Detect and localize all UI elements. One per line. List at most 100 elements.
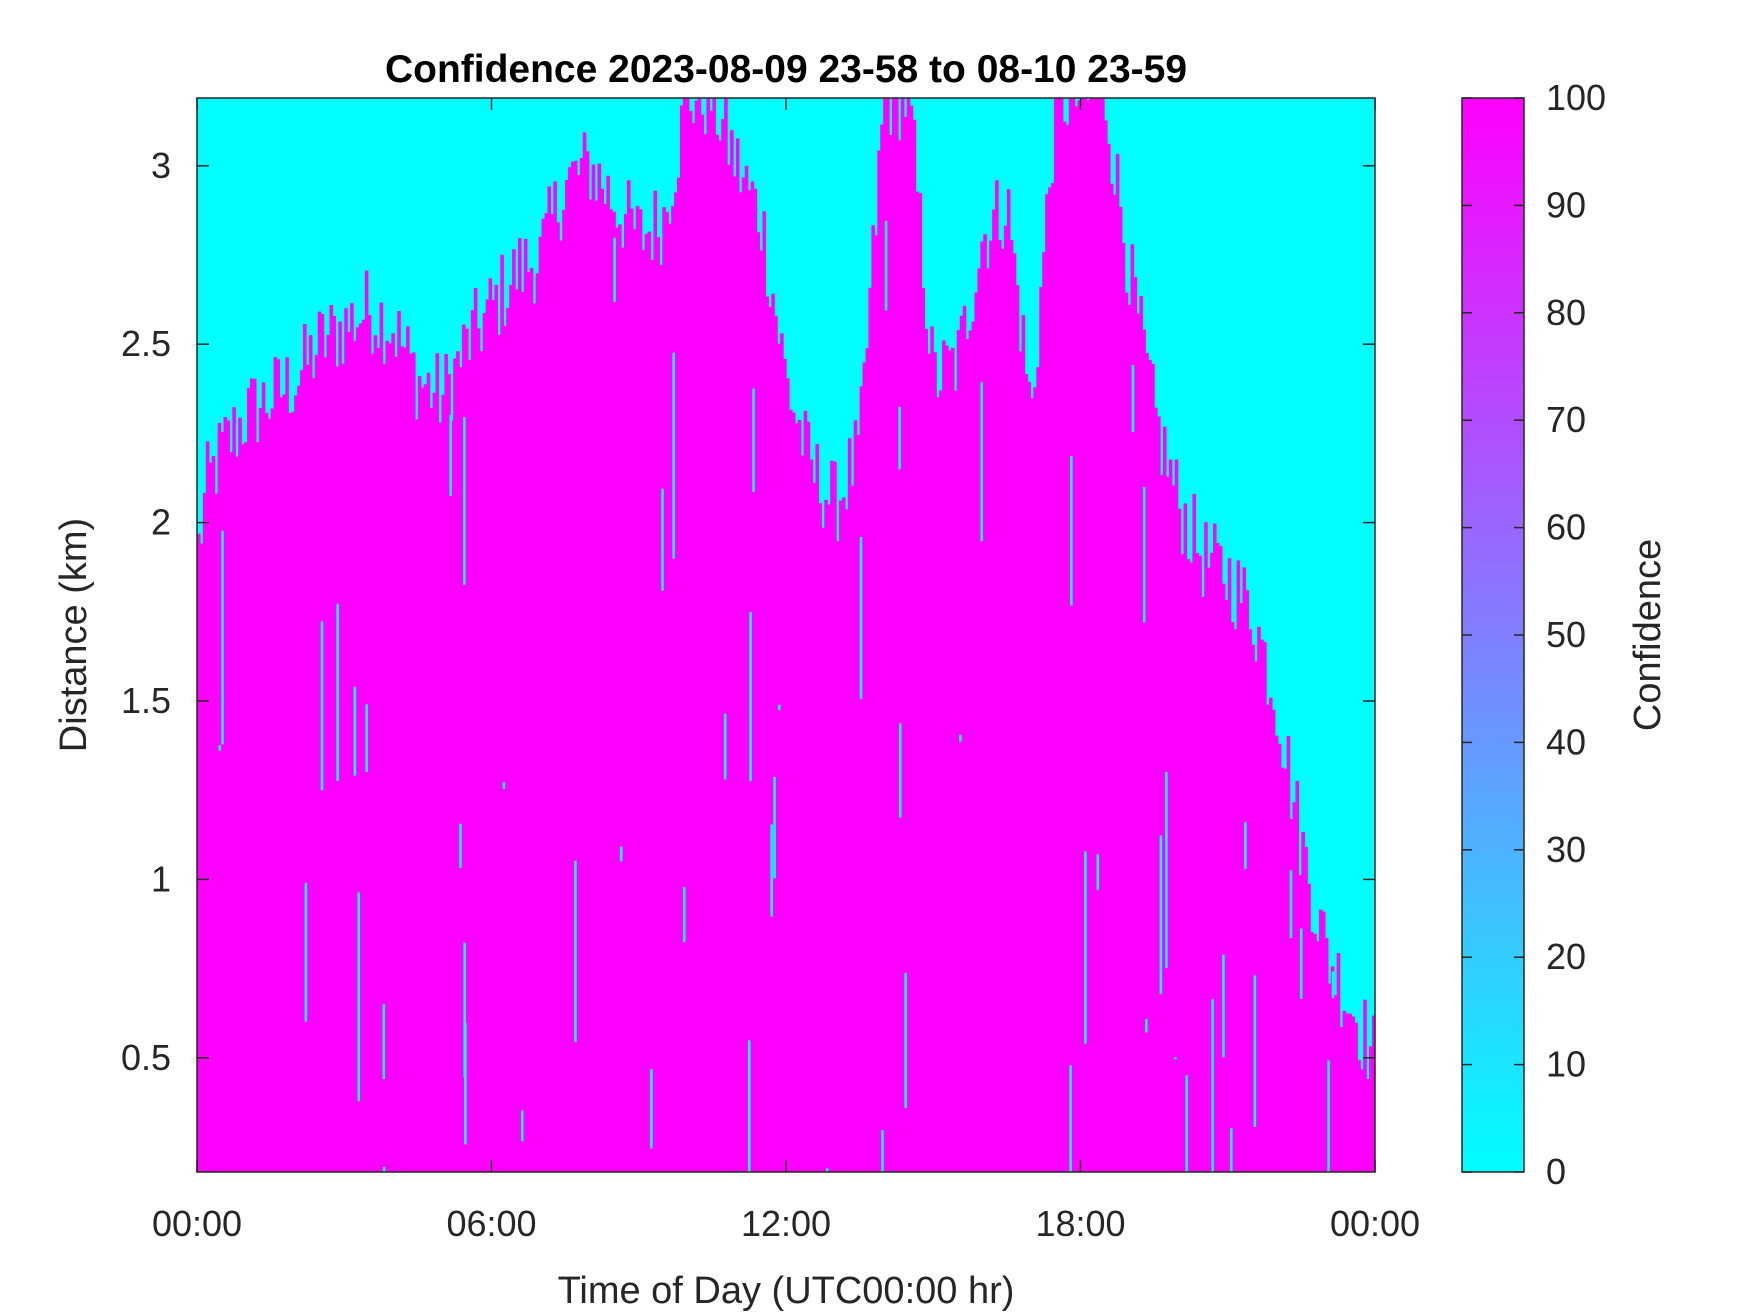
heatmap-column (818, 503, 822, 1172)
heatmap-column (771, 293, 775, 1172)
heatmap-column (526, 272, 531, 1172)
heatmap-column (261, 382, 266, 1172)
heatmap-column (892, 98, 896, 1172)
heatmap-column (506, 307, 510, 1172)
heatmap-column (1357, 1060, 1361, 1172)
heatmap-streak (682, 887, 686, 943)
heatmap-column (532, 303, 537, 1172)
heatmap-column (1333, 995, 1338, 1172)
heatmap-column (479, 351, 484, 1172)
heatmap-column (379, 302, 384, 1172)
heatmap-streak (650, 1069, 653, 1149)
heatmap-column (568, 167, 572, 1172)
heatmap-column (1286, 735, 1291, 1172)
heatmap-column (585, 151, 590, 1172)
heatmap-column (986, 268, 990, 1172)
heatmap-column (347, 332, 351, 1172)
heatmap-column (1342, 1010, 1347, 1172)
heatmap-column (1056, 98, 1061, 1172)
heatmap-column (968, 330, 973, 1172)
heatmap-column (1030, 398, 1034, 1172)
heatmap-column (836, 541, 840, 1172)
heatmap-column (1324, 938, 1329, 1172)
x-axis-label: Time of Day (UTC00:00 hr) (558, 1270, 1015, 1312)
heatmap-column (323, 357, 328, 1172)
heatmap-column (1189, 562, 1193, 1172)
heatmap-column (1148, 360, 1152, 1172)
heatmap-column (397, 311, 401, 1172)
heatmap-column (420, 387, 425, 1172)
heatmap-column (497, 334, 501, 1172)
heatmap-column (453, 358, 457, 1172)
heatmap-column (956, 330, 961, 1172)
heatmap-column (1221, 583, 1226, 1172)
heatmap-column (945, 345, 949, 1172)
heatmap-column (1077, 100, 1082, 1172)
heatmap-streak (1222, 954, 1225, 1058)
heatmap-column (238, 417, 242, 1172)
heatmap-column (252, 378, 257, 1172)
heatmap-streak (1174, 1057, 1177, 1060)
heatmap-column (765, 296, 769, 1172)
colorbar-tick-label: 40 (1546, 721, 1586, 762)
y-tick-label: 1.5 (121, 680, 171, 721)
heatmap-column (827, 504, 831, 1172)
heatmap-column (553, 181, 557, 1172)
heatmap-column (971, 321, 976, 1172)
heatmap-streak (365, 704, 368, 772)
heatmap-column (850, 485, 855, 1172)
heatmap-column (594, 200, 599, 1172)
heatmap-column (1213, 523, 1217, 1172)
heatmap-column (1263, 642, 1267, 1172)
heatmap-column (1348, 1013, 1353, 1172)
heatmap-column (735, 138, 740, 1172)
heatmap-column (482, 313, 487, 1172)
heatmap-column (1151, 363, 1155, 1172)
heatmap-column (915, 191, 920, 1172)
heatmap-column (1204, 522, 1208, 1172)
heatmap-column (1257, 626, 1261, 1172)
y-axis: 0.5 1 1.5 2 2.5 3 (121, 145, 1375, 1078)
heatmap-column (556, 222, 560, 1172)
heatmap-column (432, 392, 437, 1172)
heatmap-column (518, 238, 522, 1172)
heatmap-column (417, 376, 422, 1172)
heatmap-streak (859, 536, 863, 699)
heatmap-column (1313, 934, 1317, 1172)
heatmap-column (1071, 98, 1076, 1172)
y-tick-label: 2 (151, 502, 171, 543)
heatmap-column (394, 356, 398, 1172)
heatmap-column (865, 348, 870, 1172)
heatmap-column (429, 408, 434, 1172)
heatmap-column (438, 422, 443, 1172)
heatmap-column (1095, 98, 1099, 1172)
heatmap-column (329, 305, 334, 1172)
heatmap-column (833, 461, 837, 1172)
heatmap-column (441, 394, 445, 1172)
heatmap-column (880, 124, 884, 1172)
heatmap-column (768, 306, 772, 1172)
heatmap-column (738, 192, 743, 1172)
heatmap-column (547, 186, 551, 1172)
heatmap-column (1192, 493, 1196, 1172)
heatmap-streak (1211, 999, 1214, 1172)
heatmap-column (815, 443, 819, 1172)
heatmap-column (300, 370, 304, 1172)
heatmap-column (1024, 374, 1029, 1172)
heatmap-column (953, 390, 958, 1172)
heatmap-column (1139, 295, 1143, 1172)
heatmap-column (697, 98, 702, 1172)
heatmap-column (871, 225, 875, 1172)
heatmap-column (1180, 553, 1185, 1172)
colorbar: 0 10 20 30 40 50 60 70 80 90 100 Confidence (1461, 77, 1669, 1192)
heatmap-column (341, 363, 345, 1172)
heatmap-column (220, 432, 225, 1172)
heatmap-column (223, 417, 228, 1172)
heatmap-column (724, 98, 728, 1172)
heatmap-column (588, 199, 593, 1172)
heatmap-column (388, 343, 392, 1172)
heatmap-column (1321, 911, 1326, 1172)
heatmap-streak (459, 823, 462, 868)
heatmap-column (1130, 244, 1135, 1172)
heatmap-column (853, 420, 858, 1172)
